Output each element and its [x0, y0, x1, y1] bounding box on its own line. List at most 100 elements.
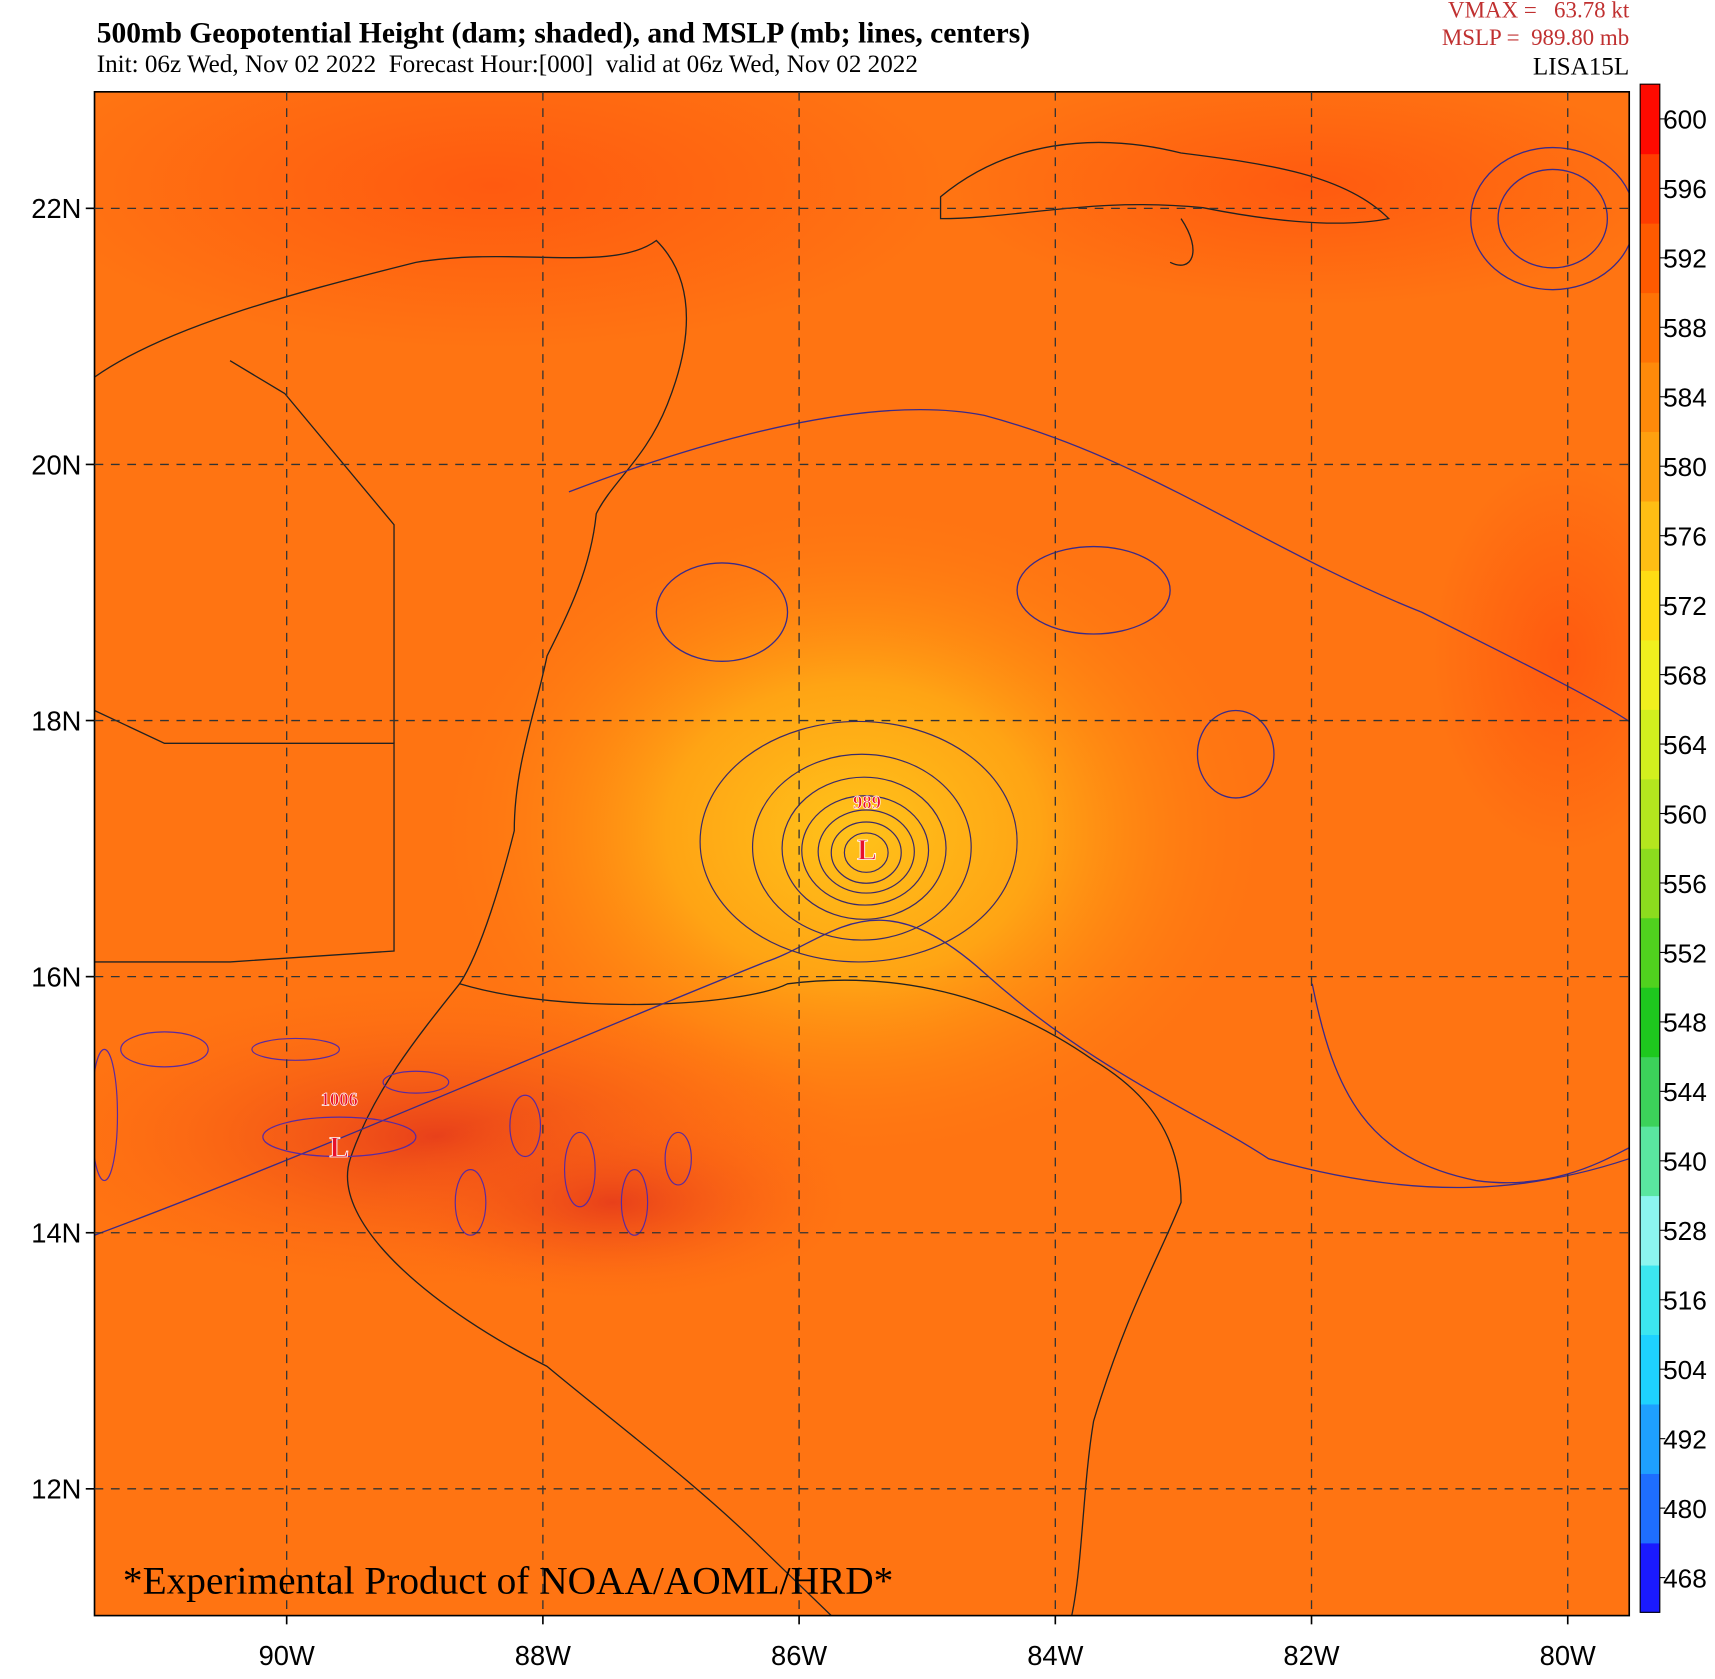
- colorbar-label: 592: [1663, 244, 1707, 274]
- colorbar-frame: [1639, 83, 1661, 1613]
- colorbar-segment: [1640, 848, 1660, 919]
- contour: [509, 1094, 542, 1158]
- colorbar-label: 548: [1663, 1008, 1707, 1038]
- isobar: [817, 809, 915, 894]
- border: [346, 983, 832, 1616]
- contour: [563, 1131, 596, 1208]
- contour: [251, 1037, 340, 1061]
- colorbar-segment: [1640, 1473, 1660, 1544]
- isobar: [655, 562, 789, 662]
- colorbar-segment: [1640, 500, 1660, 571]
- isobar: [94, 919, 1630, 1236]
- contour: [664, 1131, 692, 1186]
- colorbar-label: 576: [1663, 522, 1707, 552]
- colorbar-label: 588: [1663, 313, 1707, 343]
- colorbar-segment: [1640, 1056, 1660, 1127]
- center-symbol: L: [329, 1132, 349, 1164]
- isobar: [699, 720, 1018, 963]
- colorbar-segment: [1640, 1265, 1660, 1336]
- low-center: 1006 L: [320, 1089, 358, 1164]
- isobar: [1497, 168, 1609, 269]
- contour: [620, 1169, 649, 1236]
- colorbar-label: 492: [1663, 1425, 1707, 1455]
- lon-tick-label: 90W: [259, 1640, 315, 1671]
- colorbar-label: 580: [1663, 452, 1707, 482]
- colorbar-segment: [1640, 917, 1660, 988]
- colorbar-label: 544: [1663, 1077, 1707, 1107]
- lat-tick-label: 16N: [31, 961, 81, 992]
- title: 500mb Geopotential Height (dam; shaded),…: [97, 18, 1030, 50]
- lon-tick-label: 82W: [1283, 1640, 1339, 1671]
- contour: [382, 1070, 450, 1094]
- storm-shading: [437, 502, 1269, 1159]
- isobars: [94, 146, 1630, 1236]
- lon-tick-label: 86W: [771, 1640, 827, 1671]
- lat-tick-label: 22N: [31, 193, 81, 224]
- overlay: 989 L 1006 L: [320, 792, 882, 1164]
- colorbar-segment: [1640, 223, 1660, 294]
- colorbar-label: 568: [1663, 660, 1707, 690]
- convection-shading: [372, 1104, 854, 1301]
- colorbar-label: 600: [1663, 105, 1707, 135]
- colorbar-label: 596: [1663, 174, 1707, 204]
- coastline: [939, 141, 1391, 224]
- colorbar-segment: [1640, 84, 1660, 155]
- isobar: [801, 795, 930, 906]
- low-center: 989 L: [853, 792, 882, 867]
- lon-tick-label: 80W: [1540, 1640, 1596, 1671]
- isobar: [751, 753, 972, 941]
- colorbar-segment: [1640, 153, 1660, 224]
- contour: [120, 1031, 209, 1068]
- colorbar-segment: [1640, 639, 1660, 710]
- lat-tick-label: 14N: [31, 1218, 81, 1249]
- colorbar-label: 560: [1663, 799, 1707, 829]
- colorbar-label: 552: [1663, 938, 1707, 968]
- colorbar-label: 528: [1663, 1216, 1707, 1246]
- lon-tick-label: 88W: [515, 1640, 571, 1671]
- isobar: [843, 832, 889, 873]
- colorbar-label: 516: [1663, 1286, 1707, 1316]
- coastline: [1169, 218, 1194, 266]
- map-frame: [93, 91, 1631, 1617]
- vmax: VMAX = 63.78 kt: [1448, 0, 1630, 22]
- contour: [94, 1048, 119, 1182]
- colorbar-segment: [1640, 1542, 1660, 1613]
- graticule: 12N 14N 16N 18N 20N 22N 90W 88W 86W 84W 82W 80W: [31, 91, 1630, 1671]
- border: [229, 360, 395, 744]
- storm-isobars: [699, 720, 1018, 963]
- isobar: [781, 776, 947, 920]
- isobar: [1311, 983, 1630, 1184]
- border: [94, 709, 395, 963]
- colorbar-label: 504: [1663, 1355, 1707, 1385]
- shading: [94, 91, 1630, 1616]
- mslp: MSLP = 989.80 mb: [1442, 25, 1629, 50]
- colorbar-label: 584: [1663, 383, 1707, 413]
- colorbar-segment: [1640, 1334, 1660, 1405]
- colorbar-segment: [1640, 570, 1660, 641]
- colorbar-segment: [1640, 1403, 1660, 1474]
- contour: [262, 1116, 417, 1158]
- colorbar-segment: [1640, 1195, 1660, 1266]
- colorbar-label: 468: [1663, 1563, 1707, 1593]
- center-pressure: 989: [853, 792, 881, 813]
- colorbar-label: 556: [1663, 869, 1707, 899]
- center-pressure: 1006: [321, 1089, 358, 1110]
- colorbar-label: 564: [1663, 730, 1707, 760]
- colorbar-label: 540: [1663, 1147, 1707, 1177]
- contour: [454, 1169, 487, 1236]
- colorbar-segment: [1640, 292, 1660, 363]
- lat-tick-label: 12N: [31, 1474, 81, 1505]
- lon-tick-label: 84W: [1027, 1640, 1083, 1671]
- lat-tick-label: 20N: [31, 449, 81, 480]
- ridge-shading: [94, 91, 952, 350]
- isobar: [1196, 709, 1275, 799]
- subtitle: Init: 06z Wed, Nov 02 2022 Forecast Hour…: [97, 51, 918, 78]
- colorbar-segment: [1640, 1126, 1660, 1197]
- colorbar-segment: [1640, 431, 1660, 502]
- colorbar-label: 480: [1663, 1494, 1707, 1524]
- colorbar-segment: [1640, 987, 1660, 1058]
- isobar: [1016, 545, 1171, 635]
- storm-id: LISA15L: [1533, 53, 1629, 80]
- isobar: [568, 408, 1630, 722]
